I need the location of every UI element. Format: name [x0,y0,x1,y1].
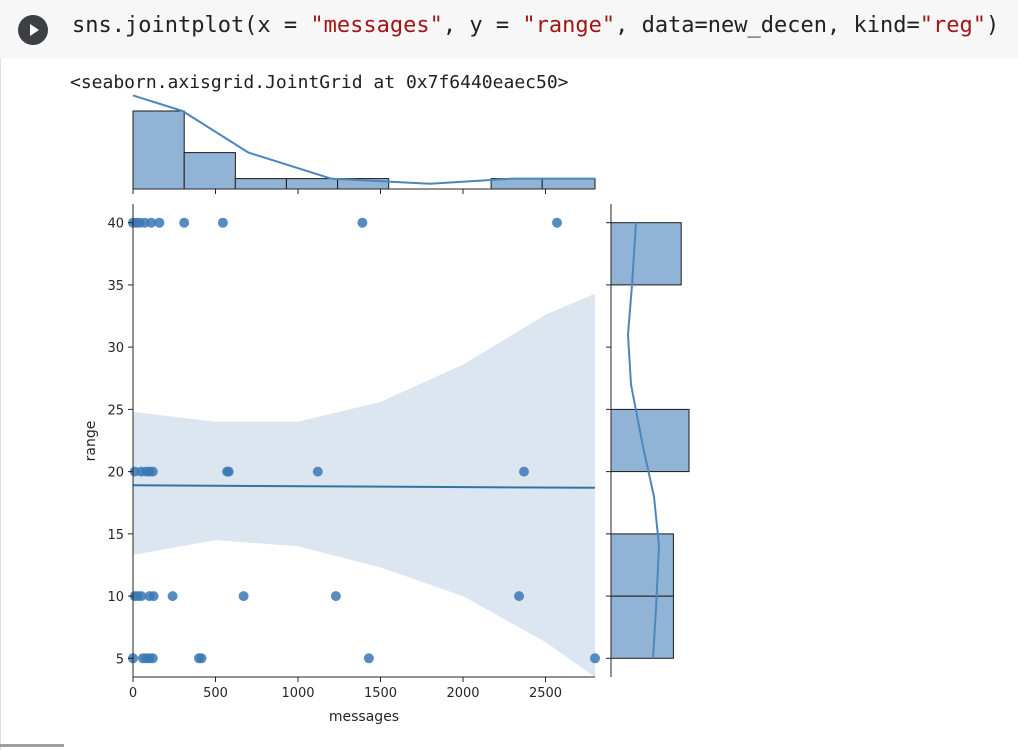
scatter-point [217,217,228,228]
scatter-point [223,466,234,477]
axes [132,188,612,678]
scatter-point [147,466,158,477]
y-tick-label: 35 [107,279,124,294]
scatter-point [312,466,323,477]
scatter-point [147,653,158,664]
regression-line [132,484,596,489]
scatter-point [167,591,178,602]
marginal-x-histogram [132,94,596,190]
code-string-y: "range" [522,13,616,38]
y-tick-label: 5 [116,652,124,667]
code-text: , data=new_decen, kind= [615,13,920,38]
histogram-bar-y [610,595,674,659]
histogram-bar-x [234,178,287,190]
code-string-x: "messages" [310,13,443,38]
histogram-bar-x [183,152,236,190]
scatter-point [330,591,341,602]
regression-line-path [132,484,596,489]
code-text: , y = [442,13,523,38]
y-tick-label: 10 [107,590,124,605]
marginal-y-histogram [610,222,690,659]
scatter-point [514,591,525,602]
code-line[interactable]: sns.jointplot(x = "messages", y = "range… [72,13,999,38]
ticks: 0 500 1000 1500 2000 2500 5 10 15 20 25 30 35 40 [107,189,611,701]
scatter-point [196,653,207,664]
histogram-bar-y [610,222,682,286]
scatter-point [519,466,529,477]
scatter-point [136,591,147,602]
y-tick-label: 25 [107,403,124,418]
scatter-point [363,653,374,664]
histogram-bar-x [541,178,596,190]
scatter-point [148,591,159,602]
histogram-bar-y [610,408,690,473]
output-text: <seaborn.axisgrid.JointGrid at 0x7f6440e… [70,72,569,93]
scatter-points [128,217,600,664]
play-icon [30,24,39,36]
y-tick-label: 40 [107,217,124,232]
scatter-point [590,653,600,664]
y-tick-label: 20 [107,466,124,481]
scatter-point [552,217,562,228]
scatter-point [238,591,249,602]
histogram-bar-y [610,533,674,597]
output-area [0,58,1018,750]
scatter-point [179,217,190,228]
x-tick-label: 0 [129,686,137,701]
confidence-band [133,293,595,677]
x-axis-label: messages [329,709,399,725]
y-axis-label: range [83,421,99,462]
code-text: ) [985,13,1000,38]
kde-curve-x [132,94,595,185]
x-tick-label: 2500 [529,686,562,701]
run-cell-button[interactable] [18,15,48,45]
x-tick-label: 1500 [364,686,397,701]
code-text: sns.jointplot(x = [72,13,311,38]
y-tick-label: 15 [107,528,124,543]
x-tick-label: 1000 [281,686,314,701]
histogram-bar-x [132,110,185,190]
scatter-point [154,217,165,228]
x-tick-label: 500 [203,686,228,701]
histogram-bar-x [285,178,339,190]
x-tick-label: 2000 [446,686,479,701]
kde-curve-y [627,222,660,659]
y-tick-label: 30 [107,341,124,356]
scatter-point [357,217,368,228]
ci-band-area [133,293,595,677]
code-cell: sns.jointplot(x = "messages", y = "range… [0,0,1018,58]
cell-divider [0,744,64,747]
scatter-point [146,217,157,228]
code-string-kind: "reg" [919,13,986,38]
